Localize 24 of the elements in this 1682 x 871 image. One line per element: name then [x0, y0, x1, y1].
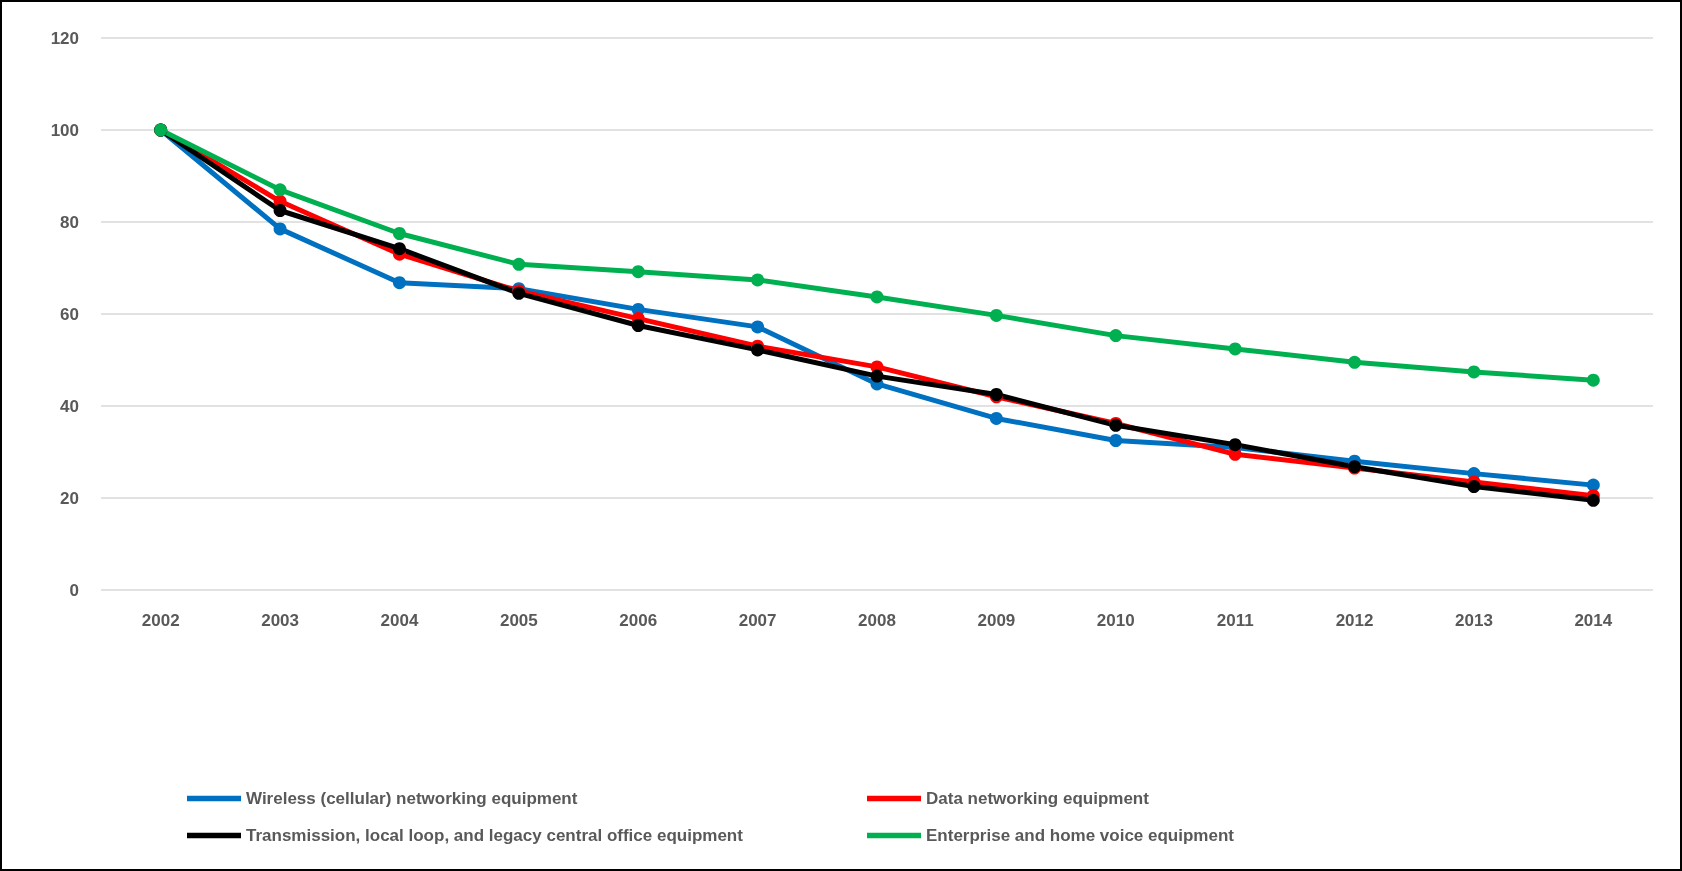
x-tick-label: 2011 [1216, 611, 1254, 630]
x-tick-label: 2005 [499, 611, 538, 630]
y-tick-label: 0 [69, 580, 79, 600]
y-tick-label: 100 [50, 120, 79, 140]
x-tick-label: 2007 [738, 611, 777, 630]
x-tick-label: 2014 [1574, 611, 1613, 630]
y-tick-label: 40 [60, 396, 79, 416]
legend-label: Transmission, local loop, and legacy central office equipment [246, 826, 744, 845]
x-tick-label: 2008 [858, 611, 896, 630]
legend-label: Wireless (cellular) networking equipment [246, 789, 578, 808]
x-tick-label: 2002 [141, 611, 180, 630]
x-tick-label: 2009 [977, 611, 1016, 630]
x-tick-label: 2006 [619, 611, 658, 630]
x-tick-label: 2013 [1455, 611, 1493, 630]
y-tick-label: 80 [60, 212, 79, 232]
legend-label: Data networking equipment [926, 789, 1150, 808]
x-tick-label: 2003 [261, 611, 299, 630]
x-tick-label: 2012 [1335, 611, 1374, 630]
y-tick-label: 60 [60, 304, 79, 324]
x-tick-label: 2010 [1096, 611, 1135, 630]
legend-label: Enterprise and home voice equipment [926, 826, 1235, 845]
y-tick-label: 20 [60, 488, 79, 508]
y-tick-label: 120 [50, 28, 79, 48]
x-tick-label: 2004 [380, 611, 419, 630]
